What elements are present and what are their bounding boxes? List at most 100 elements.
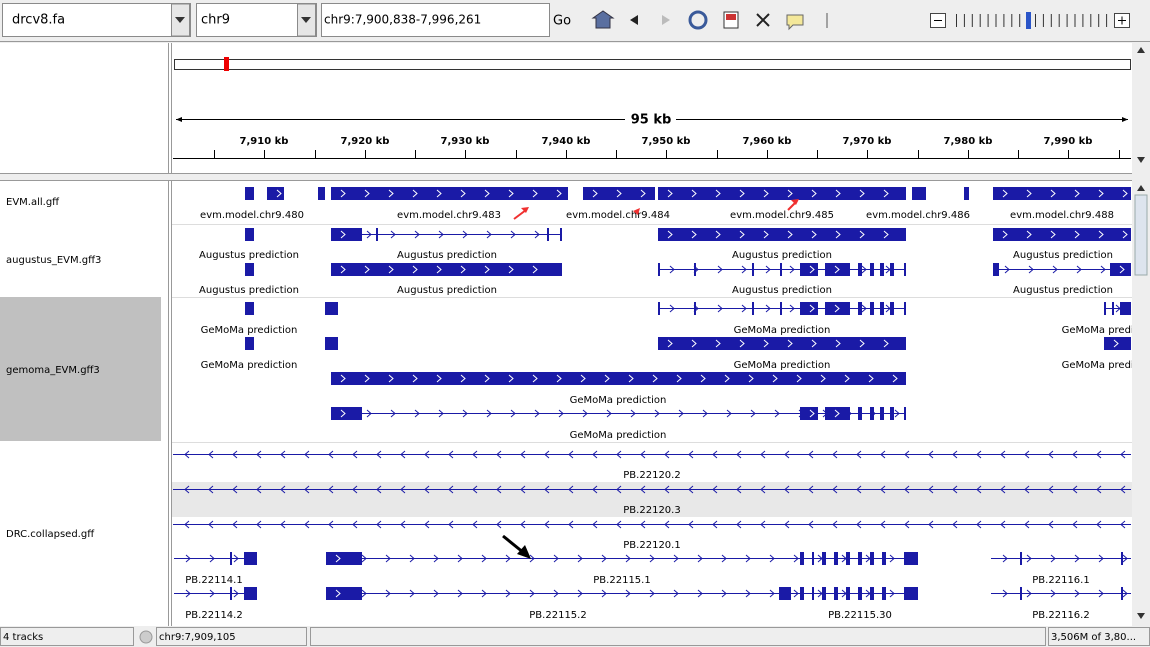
feature-label: PB.22115.30 bbox=[828, 610, 892, 621]
strand-chevron bbox=[889, 554, 895, 563]
track-name[interactable]: augustus_EVM.gff3 bbox=[6, 255, 101, 266]
strand-chevron bbox=[400, 485, 406, 494]
refresh-button[interactable] bbox=[688, 10, 708, 30]
strand-chevron bbox=[688, 450, 694, 459]
chromosome-dropdown[interactable]: chr9 bbox=[196, 3, 317, 37]
feature[interactable] bbox=[993, 187, 1131, 200]
strand-chevron bbox=[640, 485, 646, 494]
feature[interactable] bbox=[174, 552, 257, 565]
feature[interactable] bbox=[245, 302, 254, 315]
feature[interactable] bbox=[658, 302, 906, 315]
feature[interactable] bbox=[325, 337, 338, 350]
genome-dropdown[interactable]: drcv8.fa bbox=[2, 3, 191, 37]
strand-chevron bbox=[976, 485, 982, 494]
strand-chevron bbox=[715, 189, 721, 198]
strand-chevron bbox=[1050, 189, 1056, 198]
feature[interactable] bbox=[173, 520, 1131, 529]
back-button[interactable] bbox=[630, 15, 638, 25]
strand-chevron bbox=[472, 450, 478, 459]
feature[interactable] bbox=[912, 187, 926, 200]
feature[interactable] bbox=[658, 263, 906, 276]
forward-button[interactable] bbox=[662, 15, 670, 25]
strand-chevron bbox=[577, 554, 583, 563]
feature[interactable] bbox=[991, 552, 1131, 565]
locus-input[interactable] bbox=[321, 3, 550, 37]
exon bbox=[244, 552, 257, 565]
strand-chevron bbox=[739, 339, 745, 348]
feature[interactable] bbox=[325, 302, 338, 315]
feature[interactable] bbox=[331, 263, 562, 276]
strand-chevron bbox=[630, 409, 636, 418]
track-count: 4 tracks bbox=[3, 632, 43, 643]
go-button[interactable]: Go bbox=[553, 14, 571, 29]
feature[interactable] bbox=[331, 187, 568, 200]
strand-chevron bbox=[835, 339, 841, 348]
scrollbar[interactable] bbox=[1133, 181, 1149, 626]
home-button[interactable] bbox=[591, 10, 615, 29]
feature[interactable] bbox=[331, 407, 906, 420]
strand-chevron bbox=[894, 409, 900, 418]
feature[interactable] bbox=[993, 263, 1131, 276]
ruler-tick-label: 7,920 kb bbox=[341, 136, 390, 147]
strand-chevron bbox=[460, 265, 466, 274]
strand-chevron bbox=[553, 554, 559, 563]
strand-chevron bbox=[361, 554, 367, 563]
status-bar bbox=[0, 626, 1150, 647]
exon bbox=[890, 263, 894, 276]
feature[interactable] bbox=[245, 337, 254, 350]
feature[interactable] bbox=[174, 587, 257, 600]
strand-chevron bbox=[1098, 589, 1104, 598]
zoom-widget[interactable] bbox=[930, 12, 1130, 29]
strand-chevron bbox=[741, 265, 747, 274]
annotation-arrow bbox=[513, 209, 527, 220]
feature[interactable] bbox=[583, 187, 655, 200]
feature[interactable] bbox=[245, 263, 254, 276]
exon bbox=[376, 228, 378, 241]
feature[interactable] bbox=[245, 187, 254, 200]
feature[interactable] bbox=[326, 587, 918, 600]
strand-chevron bbox=[796, 374, 802, 383]
strand-chevron bbox=[280, 450, 286, 459]
scrollbar[interactable] bbox=[1133, 43, 1149, 174]
feature[interactable] bbox=[267, 187, 284, 200]
feature[interactable] bbox=[326, 552, 918, 565]
feature[interactable] bbox=[331, 372, 906, 385]
feature[interactable] bbox=[1104, 337, 1131, 350]
fit-button[interactable] bbox=[756, 13, 770, 27]
strand-chevron bbox=[184, 450, 190, 459]
feature[interactable] bbox=[173, 450, 1131, 459]
strand-chevron bbox=[457, 589, 463, 598]
strand-chevron bbox=[832, 485, 838, 494]
strand-chevron bbox=[510, 230, 516, 239]
strand-chevron bbox=[1050, 230, 1056, 239]
track-name[interactable]: DRC.collapsed.gff bbox=[6, 529, 95, 540]
annotation-arrow-head bbox=[791, 199, 799, 205]
strand-chevron bbox=[1000, 485, 1006, 494]
popup-button[interactable] bbox=[786, 14, 804, 31]
feature[interactable] bbox=[991, 587, 1131, 600]
scroll-thumb[interactable] bbox=[1134, 194, 1148, 276]
exon bbox=[825, 302, 850, 315]
feature[interactable] bbox=[964, 187, 969, 200]
track-name[interactable]: EVM.all.gff bbox=[6, 197, 60, 208]
chromosome-box bbox=[196, 3, 317, 37]
feature[interactable] bbox=[173, 485, 1131, 494]
exon bbox=[904, 263, 906, 276]
feature[interactable] bbox=[245, 228, 254, 241]
strand-chevron bbox=[233, 554, 239, 563]
feature[interactable] bbox=[318, 187, 325, 200]
strand-chevron bbox=[880, 485, 886, 494]
strand-chevron bbox=[592, 450, 598, 459]
feature[interactable] bbox=[658, 228, 906, 241]
track-name[interactable]: gemoma_EVM.gff3 bbox=[6, 365, 100, 376]
strand-chevron bbox=[811, 339, 817, 348]
feature-label: GeMoMa prediction bbox=[734, 360, 831, 371]
feature[interactable] bbox=[1104, 302, 1131, 315]
toolbar bbox=[0, 0, 1150, 41]
feature[interactable] bbox=[658, 187, 906, 200]
strand-chevron bbox=[208, 450, 214, 459]
feature[interactable] bbox=[993, 228, 1131, 241]
feature[interactable] bbox=[331, 228, 562, 241]
feature[interactable] bbox=[658, 337, 906, 350]
strand-chevron bbox=[1024, 520, 1030, 529]
